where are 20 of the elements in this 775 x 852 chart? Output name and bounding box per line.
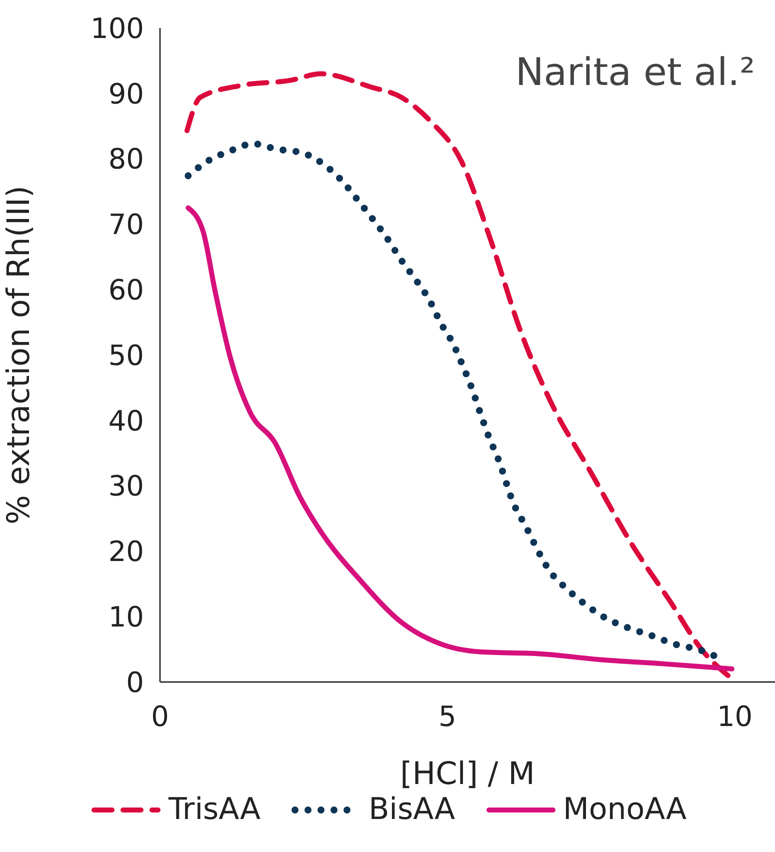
y-tick-label: 70: [108, 208, 144, 242]
y-tick-label: 80: [108, 142, 144, 176]
legend-label: TrisAA: [168, 792, 261, 827]
y-tick-label: 10: [108, 600, 144, 634]
y-tick-label: 30: [108, 470, 144, 503]
y-tick-label: 20: [108, 535, 144, 568]
y-tick-label: 60: [108, 274, 144, 307]
y-tick-label: 40: [108, 404, 144, 438]
y-tick-label: 100: [90, 12, 144, 45]
x-tick-label: 0: [151, 700, 169, 733]
x-tick-label: 10: [716, 700, 753, 733]
legend-label: MonoAA: [563, 792, 687, 827]
y-axis-title: % extraction of Rh(III): [1, 186, 38, 524]
y-tick-label: 90: [108, 77, 144, 110]
y-tick-label: 0: [126, 666, 144, 699]
y-tick-label: 50: [108, 338, 144, 372]
legend-label: BisAA: [368, 792, 456, 827]
x-tick-label: 5: [438, 700, 456, 733]
x-axis-title: [HCl] / M: [400, 756, 535, 792]
annotation: Narita et al.²: [515, 50, 755, 94]
